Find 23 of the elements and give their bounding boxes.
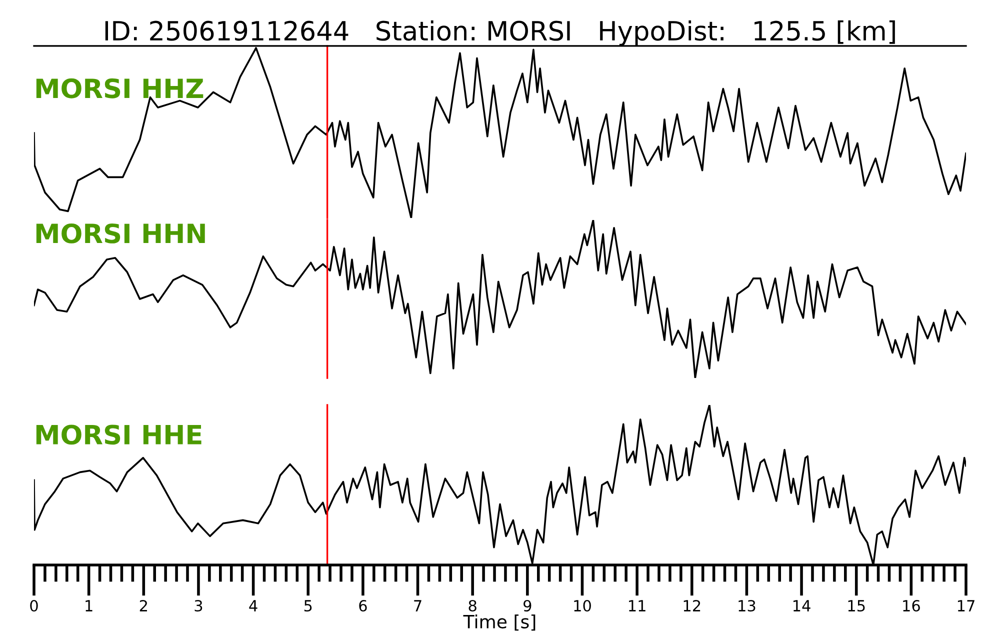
x-tick-label: 4 xyxy=(249,600,258,612)
x-tick-label: 15 xyxy=(848,600,865,612)
x-tick-label: 6 xyxy=(359,600,367,612)
x-tick-label: 11 xyxy=(629,600,646,612)
x-tick-label: 2 xyxy=(140,600,147,612)
x-tick-label: 0 xyxy=(30,600,38,612)
x-tick-label: 13 xyxy=(738,600,756,612)
series-label: MORSI HHN xyxy=(36,223,205,244)
x-tick-label: 5 xyxy=(304,600,312,612)
x-tick-label: 1 xyxy=(86,600,92,612)
x-tick-label: 12 xyxy=(684,600,700,612)
series-label: MORSI HHZ xyxy=(36,78,204,98)
chart-title: ID: 250619112644 Station: MORSI HypoDist: 125.5 [km] xyxy=(105,20,895,46)
series-label: MORSI HHE xyxy=(36,424,202,445)
x-tick-label: 16 xyxy=(903,600,920,612)
x-tick-label: 9 xyxy=(524,600,532,612)
x-axis-title: Time [s] xyxy=(463,614,536,631)
x-tick-label: 3 xyxy=(194,600,202,612)
x-tick-label: 10 xyxy=(574,600,591,612)
x-tick-label: 8 xyxy=(468,600,476,612)
x-tick-label: 14 xyxy=(793,600,810,612)
x-tick-label: 7 xyxy=(414,600,422,612)
x-tick-label: 17 xyxy=(958,600,974,612)
